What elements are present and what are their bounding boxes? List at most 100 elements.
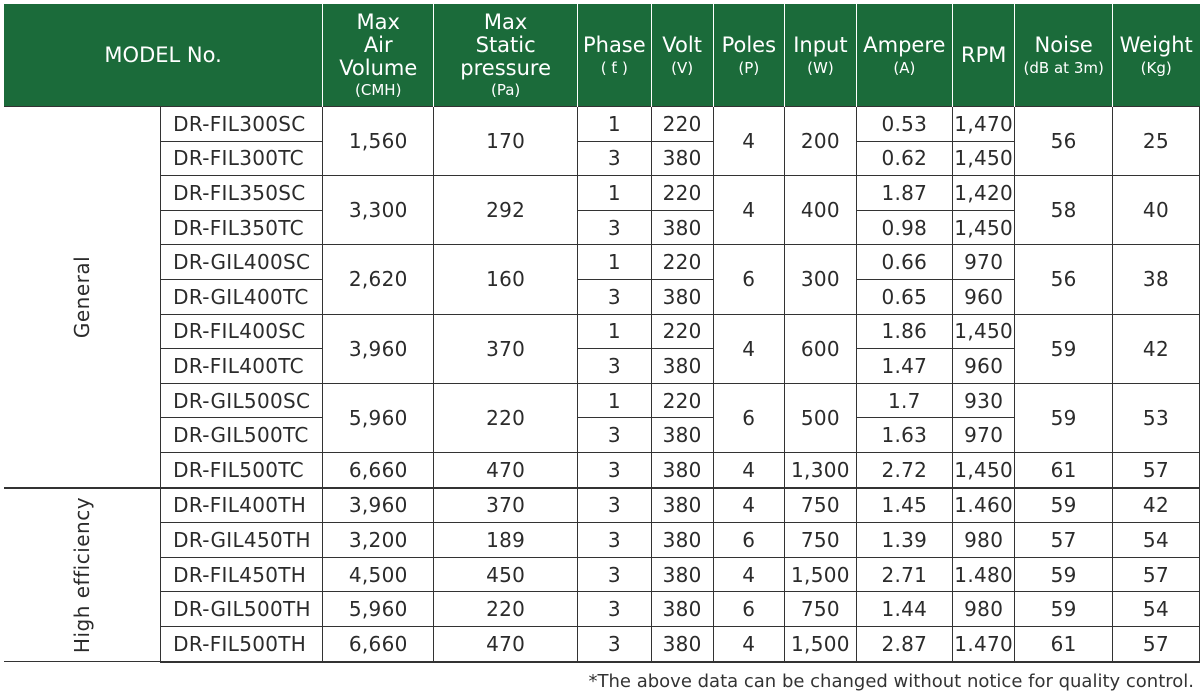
input-cell: 600: [784, 313, 857, 384]
rpm-cell: 960: [951, 348, 1016, 384]
phase-cell: 1: [576, 175, 652, 211]
header-static-pressure: Max Static pressure (Pa): [433, 4, 578, 107]
ampere-cell: 1.45: [855, 486, 953, 524]
weight-cell: 42: [1111, 486, 1200, 524]
volt-cell: 380: [650, 417, 714, 453]
poles-cell: 4: [712, 451, 786, 489]
model-cell: DR-FIL300SC: [160, 106, 324, 142]
table-row: DR-FIL350TC 3 380 0.98 1,450: [4, 209, 1200, 246]
header-input: Input (W): [784, 4, 857, 107]
ampere-cell: 1.7: [855, 382, 953, 419]
model-cell: DR-GIL400SC: [160, 244, 324, 280]
ampere-cell: 2.87: [855, 625, 953, 663]
ampere-cell: 0.98: [855, 209, 953, 246]
model-cell: DR-FIL350TC: [160, 209, 324, 246]
air-volume-cell: 6,660: [322, 625, 435, 663]
phase-cell: 1: [576, 382, 652, 419]
ampere-cell: 1.63: [855, 417, 953, 453]
input-cell: 300: [784, 244, 857, 315]
phase-cell: 3: [576, 486, 652, 524]
phase-cell: 3: [576, 417, 652, 453]
air-volume-cell: 1,560: [322, 105, 435, 177]
ampere-cell: 1.44: [855, 591, 953, 627]
input-cell: 400: [784, 175, 857, 246]
poles-cell: 6: [712, 522, 786, 558]
model-cell: DR-FIL500TC: [160, 451, 324, 489]
weight-cell: 42: [1111, 313, 1200, 384]
rpm-cell: 960: [951, 278, 1016, 315]
volt-cell: 380: [650, 278, 714, 315]
volt-cell: 380: [650, 348, 714, 384]
poles-cell: 4: [712, 175, 786, 246]
rpm-cell: 1,450: [951, 140, 1016, 177]
noise-cell: 61: [1014, 451, 1113, 489]
rpm-cell: 970: [951, 417, 1016, 453]
ampere-cell: 1.86: [855, 313, 953, 350]
group-label-text: General: [70, 255, 95, 338]
poles-cell: 4: [712, 105, 786, 177]
model-cell: DR-FIL400SC: [160, 313, 324, 350]
air-volume-cell: 5,960: [322, 591, 435, 627]
table-row: DR-FIL450TH 4,500 450 3 380 4 1,500 2.71 1.480 59…: [4, 556, 1200, 593]
noise-cell: 59: [1014, 556, 1113, 593]
volt-cell: 380: [650, 451, 714, 489]
phase-cell: 1: [576, 244, 652, 280]
volt-cell: 220: [650, 175, 714, 211]
weight-cell: 53: [1111, 382, 1200, 453]
input-cell: 1,300: [784, 451, 857, 489]
air-volume-cell: 3,300: [322, 175, 435, 246]
static-pressure-cell: 170: [433, 105, 578, 177]
noise-cell: 61: [1014, 625, 1113, 663]
poles-cell: 4: [712, 556, 786, 593]
ampere-cell: 0.66: [855, 244, 953, 280]
static-pressure-cell: 220: [433, 382, 578, 453]
header-rpm: RPM: [951, 4, 1015, 107]
poles-cell: 6: [712, 591, 786, 627]
footnote: *The above data can be changed without n…: [588, 671, 1195, 692]
air-volume-cell: 6,660: [322, 451, 435, 489]
rpm-cell: 1.460: [951, 486, 1016, 524]
volt-cell: 220: [650, 244, 714, 280]
table-row: High efficiency DR-FIL400TH 3,960 370 3 380 4 7…: [4, 486, 1200, 662]
ampere-cell: 1.39: [855, 522, 953, 558]
volt-cell: 220: [650, 313, 714, 350]
header-noise: Noise (dB at 3m): [1014, 4, 1113, 107]
header-air-volume: Max Air Volume (CMH): [322, 4, 434, 107]
weight-cell: 57: [1111, 625, 1200, 663]
volt-cell: 380: [650, 625, 714, 663]
rpm-cell: 1.480: [951, 556, 1016, 593]
table-row: DR-FIL350SC 3,300 292 1 220 4 400 1.87 1,420 58 40: [4, 175, 1200, 246]
air-volume-cell: 4,500: [322, 556, 435, 593]
volt-cell: 380: [650, 486, 714, 524]
group-label-high-efficiency: High efficiency: [4, 486, 162, 662]
input-cell: 750: [784, 522, 857, 558]
phase-cell: 3: [576, 278, 652, 315]
static-pressure-cell: 292: [433, 175, 578, 246]
table-row: DR-GIL500SC 5,960 220 1 220 6 500 1.7 930 59 53: [4, 382, 1200, 453]
group-label-general: General: [4, 105, 162, 489]
table-row: DR-GIL500TH 5,960 220 3 380 6 750 1.44 980 59 54: [4, 591, 1200, 627]
header-ampere: Ampere (A): [855, 4, 953, 107]
phase-cell: 1: [576, 313, 652, 350]
volt-cell: 220: [650, 106, 714, 142]
weight-cell: 54: [1111, 591, 1200, 627]
phase-cell: 3: [576, 556, 652, 593]
rpm-cell: 1,420: [951, 175, 1016, 211]
model-cell: DR-GIL400TC: [160, 278, 324, 315]
static-pressure-cell: 189: [433, 522, 578, 558]
phase-cell: 3: [576, 625, 652, 663]
ampere-cell: 2.71: [855, 556, 953, 593]
table-row: DR-FIL500TC 6,660 470 3 380 4 1,300 2.72 1,450 61…: [4, 451, 1200, 489]
noise-cell: 56: [1014, 105, 1113, 177]
rpm-cell: 970: [951, 244, 1016, 280]
model-cell: DR-FIL300TC: [160, 140, 324, 177]
input-cell: 750: [784, 591, 857, 627]
rpm-cell: 1,450: [951, 209, 1016, 246]
input-cell: 500: [784, 382, 857, 453]
noise-cell: 59: [1014, 591, 1113, 627]
noise-cell: 59: [1014, 313, 1113, 384]
air-volume-cell: 2,620: [322, 244, 435, 315]
volt-cell: 380: [650, 140, 714, 177]
weight-cell: 57: [1111, 556, 1200, 593]
noise-cell: 58: [1014, 175, 1113, 246]
